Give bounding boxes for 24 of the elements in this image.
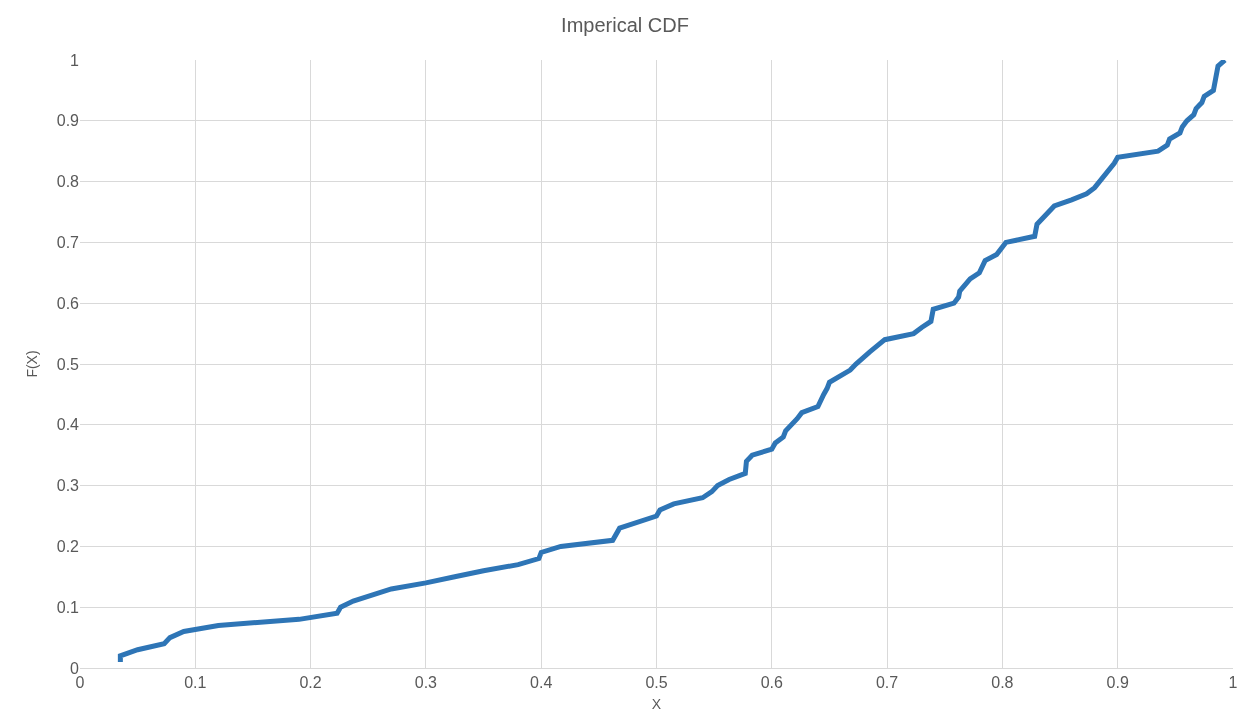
y-tick-label: 0.8	[56, 173, 80, 191]
x-tick-label: 0.1	[184, 674, 207, 692]
y-tick-label: 0	[70, 659, 80, 677]
y-tick-label: 0.7	[56, 234, 80, 251]
y-tick-label: 0.1	[56, 598, 80, 616]
y-tick-label: 0.5	[56, 355, 80, 373]
y-tick-label: 1	[70, 51, 80, 69]
x-tick-label: 0.7	[875, 674, 899, 692]
x-tick-label: 0.4	[530, 674, 553, 692]
x-tick-label: 0.3	[414, 674, 438, 692]
x-tick-label: 1	[1228, 674, 1238, 692]
chart-title: Imperical CDF	[561, 14, 689, 37]
y-tick-label: 0.4	[56, 416, 80, 434]
y-axis-title: F(X)	[24, 350, 41, 378]
y-tick-label: 0.6	[56, 294, 80, 312]
y-tick-label: 0.2	[56, 538, 80, 555]
y-tick-label: 0.3	[56, 477, 80, 495]
x-tick-label: 0.2	[299, 674, 322, 692]
x-tick-label: 0.5	[645, 674, 668, 692]
x-tick-label: 0.9	[1106, 674, 1129, 692]
x-tick-label: 0.6	[760, 674, 784, 692]
y-tick-label: 0.9	[56, 112, 80, 130]
x-axis-title: X	[651, 695, 662, 712]
x-tick-label: 0.8	[991, 674, 1014, 692]
